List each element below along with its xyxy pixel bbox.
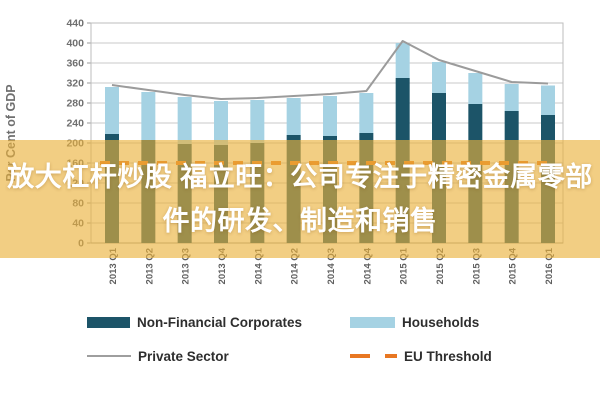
banner-headline-line1: 放大杠杆炒股 福立旺：公司专注于精密金属零部: [7, 162, 593, 192]
legend-label: Non-Financial Corporates: [137, 314, 303, 330]
overlay-banner: 放大杠杆炒股 福立旺：公司专注于精密金属零部 件的研发、制造和销售: [0, 140, 600, 258]
svg-text:440: 440: [66, 18, 84, 30]
x-axis-label: 2013 Q3: [181, 248, 192, 284]
bar-segment-households: [395, 43, 410, 78]
x-axis-label: 2015 Q4: [508, 247, 519, 284]
svg-text:360: 360: [66, 58, 84, 70]
legend-item-private-sector: Private Sector: [87, 345, 229, 367]
x-axis-label: 2014 Q1: [253, 247, 264, 284]
bar-segment-households: [105, 87, 119, 134]
x-axis-labels: 2013 Q1 2013 Q2 2013 Q3 2013 Q4 2014 Q1 2014 …: [108, 247, 555, 284]
svg-text:240: 240: [66, 118, 84, 130]
legend-label: Households: [402, 314, 480, 330]
bar-segment-households: [504, 84, 519, 111]
bar-segment-households: [214, 101, 228, 145]
x-axis-label: 2016 Q1: [544, 247, 555, 284]
bar-segment-households: [286, 98, 301, 135]
x-axis-label: 2013 Q1: [108, 247, 119, 284]
households-swatch-icon: [350, 316, 395, 328]
bar-segment-households: [541, 85, 555, 115]
svg-text:280: 280: [66, 98, 84, 110]
bar-segment-households: [323, 96, 337, 136]
private-sector-line-icon: [87, 355, 131, 357]
bar-segment-households: [177, 97, 192, 144]
private-sector-line: [111, 40, 549, 100]
x-axis-label: 2014 Q3: [326, 248, 337, 284]
svg-text:400: 400: [66, 38, 84, 50]
bar-segment-households: [359, 93, 374, 133]
svg-text:320: 320: [66, 78, 84, 90]
x-axis-label: 2014 Q4: [362, 247, 373, 284]
bar-segment-households: [432, 62, 446, 93]
x-axis-label: 2015 Q3: [471, 248, 482, 284]
legend-label: EU Threshold: [404, 348, 492, 364]
bar-segment-households: [468, 73, 483, 104]
x-axis-label: 2013 Q4: [217, 247, 228, 284]
x-axis-label: 2015 Q2: [435, 248, 446, 284]
x-axis-label: 2015 Q1: [399, 247, 410, 284]
legend-item-households: Households: [350, 311, 479, 333]
bar-segment-households: [141, 92, 156, 140]
legend-label: Private Sector: [138, 348, 229, 364]
bar-segment-households: [250, 100, 265, 143]
banner-headline-line2: 件的研发、制造和销售: [162, 206, 438, 236]
eu-threshold-dashes-icon: [350, 353, 397, 359]
x-axis-label: 2013 Q2: [144, 248, 155, 284]
legend-item-non-financial-corporates: Non-Financial Corporates: [87, 311, 302, 333]
x-axis-label: 2014 Q2: [290, 248, 301, 284]
non-financial-corporates-swatch-icon: [87, 316, 130, 328]
legend-item-eu-threshold: EU Threshold: [350, 345, 492, 367]
